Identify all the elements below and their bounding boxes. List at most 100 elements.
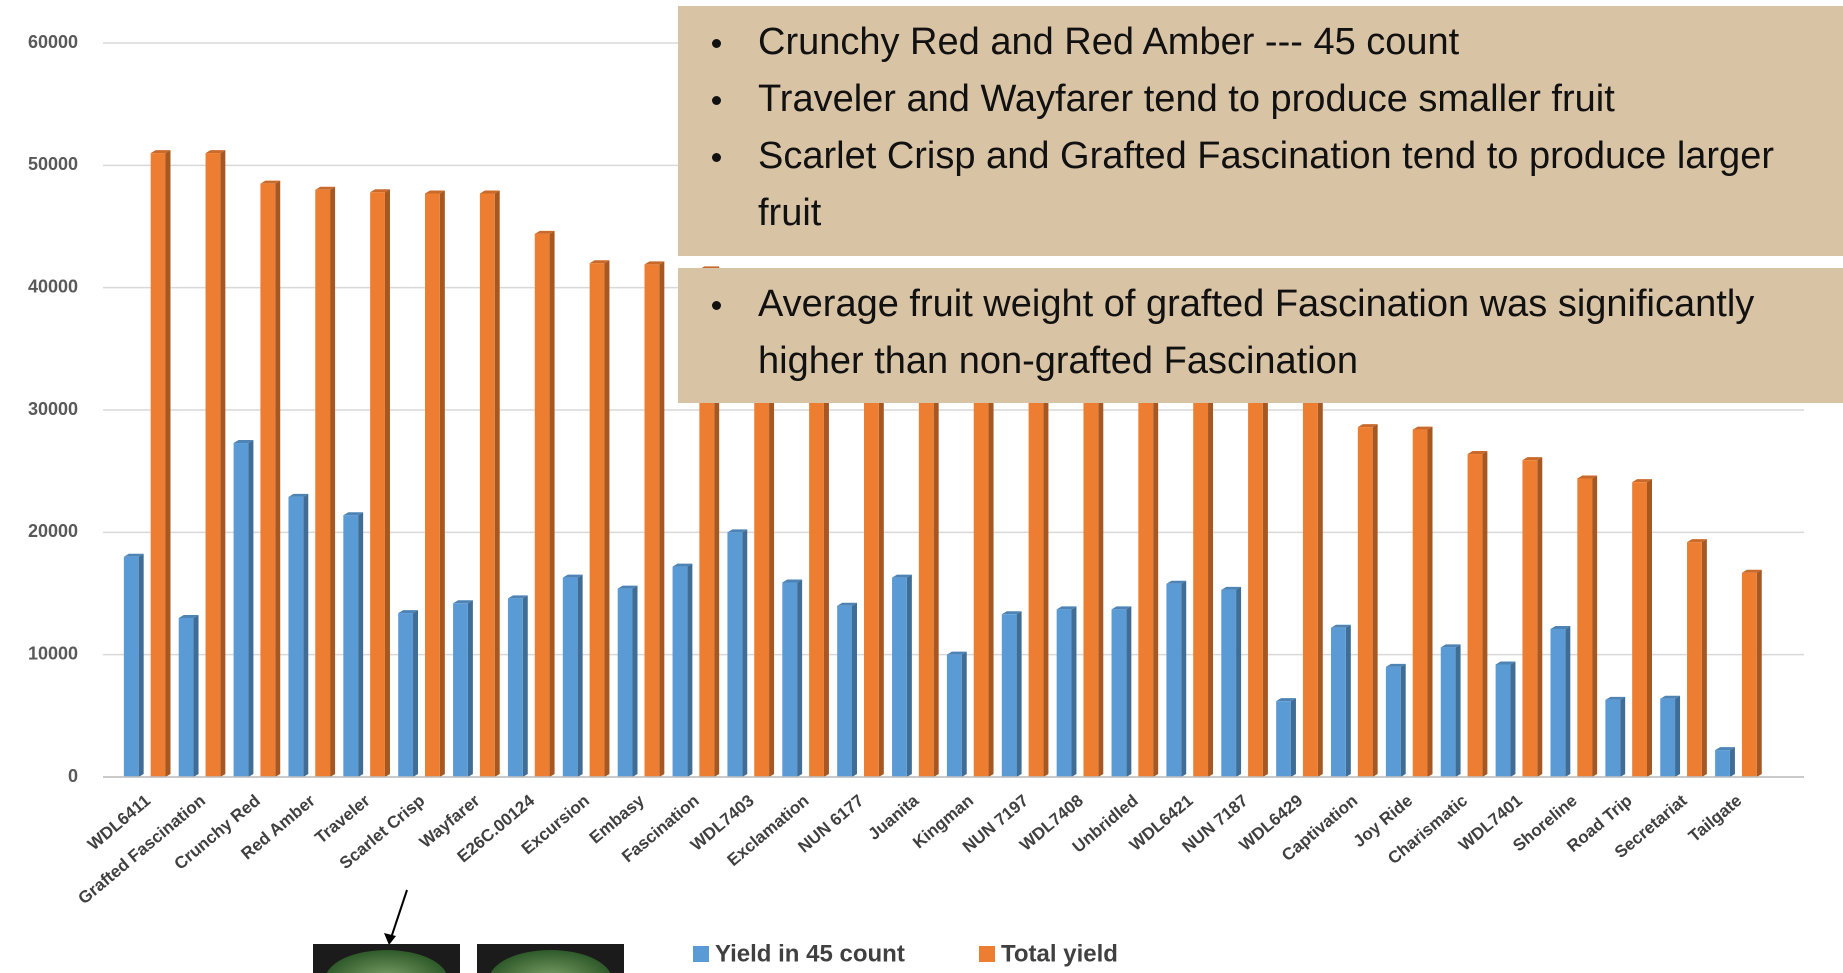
- bar: [1028, 354, 1044, 777]
- bar-side: [439, 190, 445, 778]
- bar: [1357, 427, 1373, 777]
- bar-side: [1400, 663, 1406, 777]
- bar-side: [1262, 376, 1268, 777]
- bar-top: [1440, 644, 1461, 648]
- bar: [205, 153, 221, 778]
- bar-side: [1756, 569, 1762, 777]
- bar: [1605, 699, 1621, 777]
- photo: [313, 944, 460, 973]
- bar: [672, 566, 688, 777]
- bar-top: [1522, 457, 1543, 461]
- bar: [260, 183, 276, 777]
- bar-side: [358, 512, 364, 777]
- bar-side: [933, 333, 939, 777]
- bar: [343, 515, 359, 777]
- bar: [1741, 572, 1757, 777]
- bar-top: [123, 553, 144, 557]
- bar-top: [1412, 426, 1433, 430]
- bar-side: [1701, 539, 1707, 777]
- bar-side: [823, 309, 829, 777]
- annotation-box: Average fruit weight of grafted Fascinat…: [678, 268, 1843, 403]
- legend-label: Yield in 45 count: [715, 940, 905, 967]
- bar-top: [1001, 611, 1022, 615]
- bar: [479, 193, 495, 778]
- bar: [837, 605, 852, 777]
- annotation-box: Crunchy Red and Red Amber --- 45 count Tr…: [678, 6, 1843, 256]
- bar-side: [1565, 625, 1571, 777]
- bar-side: [878, 321, 884, 777]
- bar-top: [453, 600, 473, 604]
- bar: [1660, 698, 1676, 777]
- bar-side: [988, 345, 994, 777]
- bar-top: [837, 602, 857, 606]
- bar: [233, 443, 249, 777]
- bar-side: [1153, 364, 1159, 777]
- bar-side: [1537, 457, 1543, 777]
- bar-top: [1550, 625, 1571, 629]
- bar-top: [892, 574, 912, 578]
- bar-side: [742, 529, 748, 777]
- legend-swatch: [979, 946, 995, 962]
- bar: [178, 617, 194, 777]
- bar-side: [1345, 624, 1351, 777]
- bar: [123, 556, 139, 777]
- bar: [1467, 454, 1483, 777]
- bar-side: [632, 585, 638, 777]
- bar: [727, 532, 743, 777]
- bar-side: [275, 180, 281, 777]
- bar-side: [1236, 586, 1242, 777]
- bar-side: [522, 595, 528, 777]
- bar: [1715, 750, 1730, 777]
- bar-side: [384, 189, 390, 777]
- bar-top: [727, 529, 748, 533]
- bar-top: [1056, 606, 1077, 610]
- bar-top: [562, 574, 583, 578]
- arrow-head: [384, 933, 396, 945]
- bar-top: [1660, 695, 1681, 699]
- bar: [1276, 701, 1291, 777]
- bar-side: [303, 493, 309, 777]
- bar-top: [1166, 580, 1187, 584]
- bar-side: [1181, 580, 1187, 777]
- photo: [477, 944, 624, 973]
- bar-top: [644, 261, 665, 265]
- annotation: Scarlet Crisp and Grafted Fascination te…: [712, 128, 1833, 242]
- bar-side: [1290, 698, 1296, 777]
- y-tick-label: 50000: [28, 154, 78, 174]
- bar-top: [260, 180, 281, 184]
- bar-side: [1317, 382, 1323, 777]
- bar-side: [1592, 475, 1598, 777]
- bar-top: [205, 150, 226, 154]
- bar: [1056, 609, 1072, 777]
- bar-side: [659, 261, 665, 777]
- bar-side: [1455, 644, 1461, 777]
- bar-top: [150, 150, 171, 154]
- bar-top: [1221, 586, 1242, 590]
- bar-side: [687, 563, 693, 777]
- bar-side: [906, 574, 912, 777]
- arrow: [390, 889, 408, 939]
- bar-side: [220, 150, 226, 778]
- bar: [863, 324, 879, 777]
- bar-side: [1098, 358, 1104, 777]
- bar: [370, 192, 385, 777]
- bar: [1166, 583, 1182, 777]
- bar: [892, 577, 907, 777]
- bar-side: [1126, 606, 1132, 777]
- bar-side: [1208, 370, 1214, 777]
- bar-side: [165, 150, 171, 778]
- annotation: Average fruit weight of grafted Fascinat…: [712, 276, 1833, 390]
- bar-side: [1646, 479, 1652, 777]
- bar: [946, 654, 962, 777]
- bar: [589, 263, 605, 777]
- bar-top: [370, 189, 390, 193]
- bar: [1138, 367, 1154, 777]
- bar-side: [193, 614, 199, 777]
- bar-top: [479, 190, 500, 194]
- bar: [150, 153, 166, 778]
- bar: [809, 312, 824, 777]
- bar-top: [1276, 698, 1296, 702]
- bar-side: [1372, 424, 1378, 777]
- bar-top: [1715, 747, 1735, 751]
